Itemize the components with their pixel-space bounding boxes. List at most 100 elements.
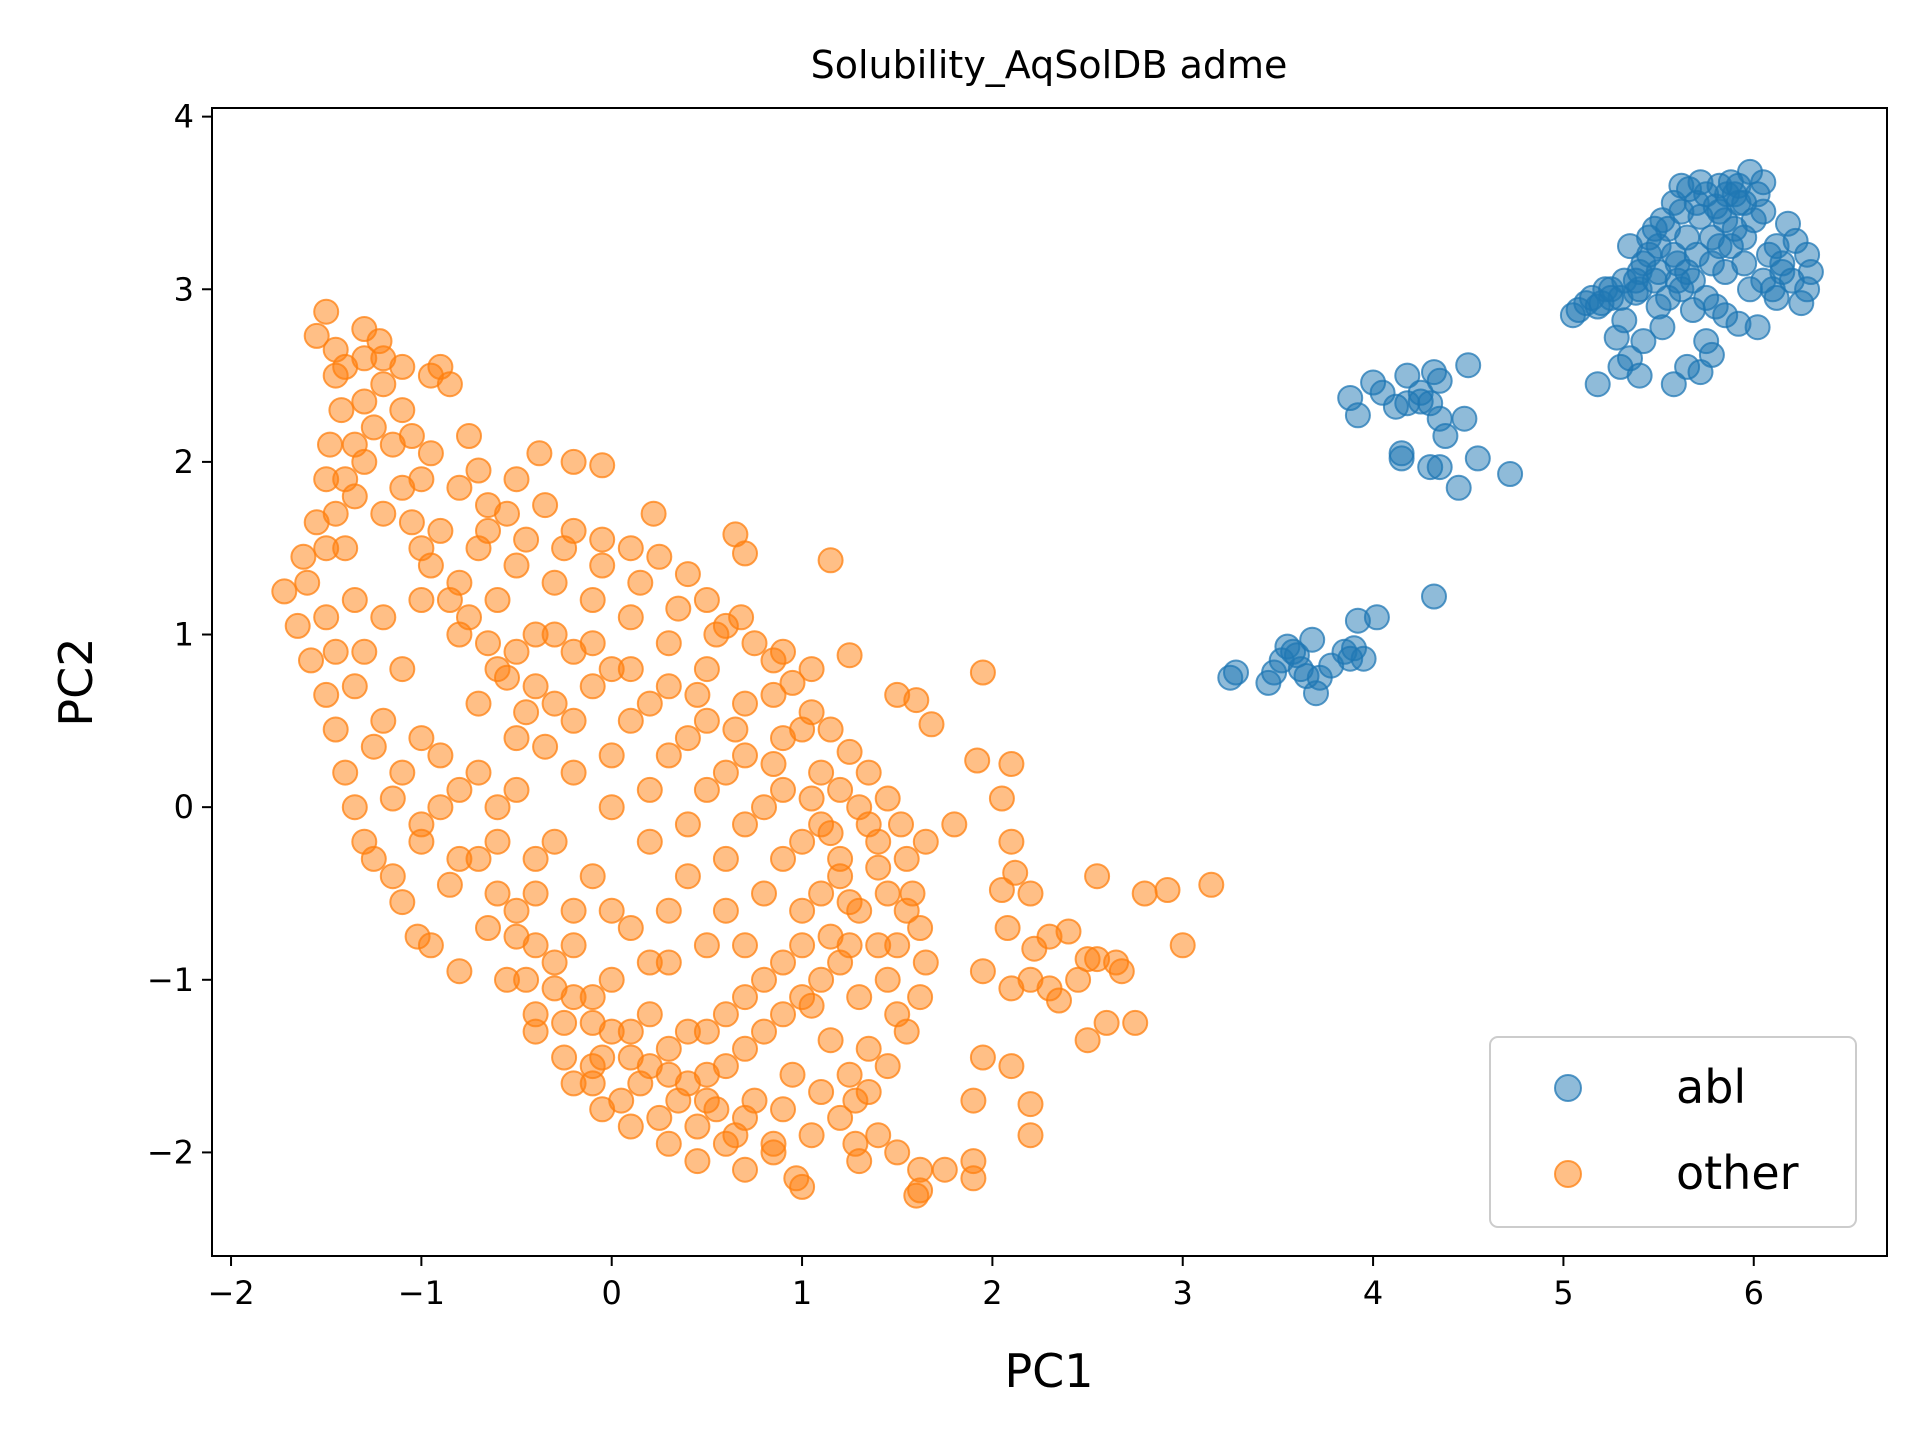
point-other-32 <box>998 828 1025 855</box>
point-other-183 <box>360 414 387 441</box>
point-abl-37 <box>1432 423 1459 449</box>
point-other-307 <box>770 1096 796 1123</box>
point-abl-33 <box>1388 440 1415 467</box>
point-other-261 <box>465 690 492 717</box>
point-other-96 <box>322 716 349 743</box>
point-abl-38 <box>1445 474 1472 501</box>
point-other-253 <box>693 1018 720 1045</box>
point-other-75 <box>783 1165 810 1192</box>
point-other-279 <box>579 1009 606 1036</box>
point-other-201 <box>817 1027 844 1054</box>
point-abl-19 <box>1337 645 1364 672</box>
point-other-64 <box>960 1165 987 1192</box>
point-other-287 <box>617 915 644 941</box>
point-other-288 <box>579 863 606 890</box>
point-abl-124 <box>1731 250 1758 277</box>
point-other-53 <box>969 958 996 985</box>
point-other-278 <box>617 1044 644 1071</box>
point-other-232 <box>598 966 625 993</box>
point-abl-31 <box>1426 367 1453 394</box>
point-other-217 <box>465 759 492 786</box>
point-other-97 <box>313 681 340 708</box>
y-tick-label-5: 3 <box>174 270 194 308</box>
point-other-335 <box>703 621 730 648</box>
point-other-128 <box>836 738 863 765</box>
point-other-140 <box>827 1104 854 1131</box>
x-tick-label-4: 2 <box>982 1274 1002 1312</box>
point-other-333 <box>855 811 882 838</box>
point-other-331 <box>789 716 816 743</box>
point-other-340 <box>513 526 540 553</box>
point-other-235 <box>484 828 511 855</box>
legend-frame <box>1489 1036 1857 1228</box>
point-other-280 <box>541 975 568 1002</box>
point-other-317 <box>351 388 378 415</box>
point-other-148 <box>551 1044 578 1071</box>
point-other-222 <box>655 742 682 769</box>
point-other-227 <box>789 932 816 959</box>
point-abl-39 <box>1451 405 1478 432</box>
point-other-298 <box>522 845 549 872</box>
point-other-299 <box>484 794 511 821</box>
x-tick-label-8: 6 <box>1744 1274 1764 1312</box>
point-other-48 <box>1108 958 1135 985</box>
point-other-341 <box>475 517 501 544</box>
point-other-188 <box>541 569 568 596</box>
point-other-319 <box>370 345 397 372</box>
point-other-29 <box>988 785 1015 812</box>
point-other-344 <box>760 751 787 777</box>
point-abl-15 <box>1363 604 1390 631</box>
point-other-65 <box>931 1156 958 1183</box>
point-other-293 <box>693 932 720 959</box>
point-other-46 <box>1198 871 1225 898</box>
point-other-9 <box>456 423 482 449</box>
point-other-119 <box>646 543 673 570</box>
point-other-212 <box>408 828 435 855</box>
point-other-28 <box>998 751 1025 777</box>
point-other-348 <box>817 923 844 950</box>
point-other-239 <box>370 604 397 631</box>
point-other-337 <box>627 569 654 596</box>
point-other-338 <box>589 552 616 579</box>
point-other-240 <box>408 587 435 613</box>
point-other-273 <box>808 966 835 993</box>
point-other-39 <box>1055 918 1082 945</box>
point-other-236 <box>446 776 473 803</box>
point-other-33 <box>1002 859 1029 886</box>
point-other-187 <box>503 552 530 579</box>
point-abl-65 <box>1660 371 1687 398</box>
point-other-302 <box>893 897 920 924</box>
point-abl-54 <box>1611 307 1638 334</box>
point-other-60 <box>960 1087 987 1114</box>
point-other-233 <box>560 932 587 959</box>
point-other-300 <box>874 966 901 993</box>
legend-marker-other <box>1554 1160 1582 1188</box>
point-other-121 <box>693 587 720 613</box>
point-other-52 <box>998 975 1025 1002</box>
point-other-177 <box>389 759 416 786</box>
x-tick-label-1: −1 <box>398 1274 445 1312</box>
point-other-207 <box>589 1044 616 1071</box>
point-other-223 <box>693 776 720 803</box>
point-other-315 <box>332 466 359 493</box>
point-other-104 <box>317 431 343 458</box>
point-other-146 <box>608 1087 635 1114</box>
point-other-290 <box>503 776 530 803</box>
point-abl-1 <box>1223 659 1249 686</box>
point-abl-36 <box>1426 454 1453 481</box>
point-other-309 <box>693 1087 720 1114</box>
point-other-89 <box>404 923 431 950</box>
point-other-202 <box>779 1061 806 1088</box>
point-other-100 <box>271 578 298 605</box>
point-other-308 <box>732 1104 758 1131</box>
point-other-257 <box>541 949 568 976</box>
point-other-195 <box>808 759 835 786</box>
point-other-252 <box>732 984 758 1011</box>
point-other-320 <box>379 431 406 458</box>
point-other-316 <box>341 431 368 458</box>
x-tick-label-6: 4 <box>1363 1274 1383 1312</box>
point-other-213 <box>379 785 406 812</box>
chart-title: Solubility_AqSolDB adme <box>811 43 1288 87</box>
point-other-91 <box>379 863 406 890</box>
point-abl-43 <box>1421 583 1447 610</box>
